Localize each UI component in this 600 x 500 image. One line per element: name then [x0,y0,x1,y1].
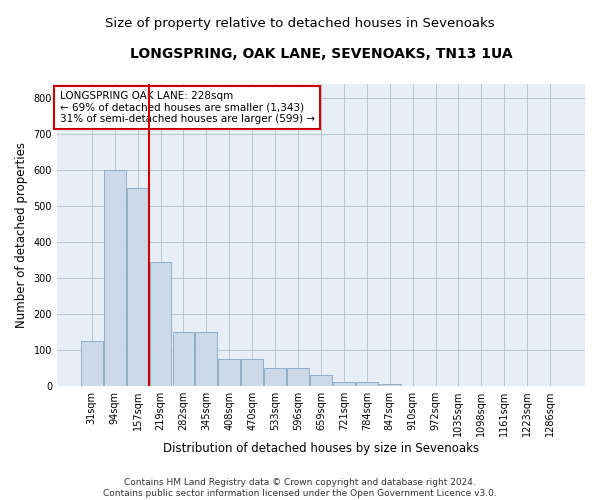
Bar [241,359,263,386]
Bar [218,359,240,386]
Bar [149,262,172,386]
Bar [173,332,194,386]
X-axis label: Distribution of detached houses by size in Sevenoaks: Distribution of detached houses by size … [163,442,479,455]
Bar [81,341,103,386]
Text: Contains HM Land Registry data © Crown copyright and database right 2024.
Contai: Contains HM Land Registry data © Crown c… [103,478,497,498]
Title: LONGSPRING, OAK LANE, SEVENOAKS, TN13 1UA: LONGSPRING, OAK LANE, SEVENOAKS, TN13 1U… [130,48,512,62]
Bar [264,368,286,386]
Bar [310,376,332,386]
Text: LONGSPRING OAK LANE: 228sqm
← 69% of detached houses are smaller (1,343)
31% of : LONGSPRING OAK LANE: 228sqm ← 69% of det… [59,91,314,124]
Text: Size of property relative to detached houses in Sevenoaks: Size of property relative to detached ho… [105,18,495,30]
Bar [196,332,217,386]
Y-axis label: Number of detached properties: Number of detached properties [15,142,28,328]
Bar [127,188,149,386]
Bar [356,382,377,386]
Bar [104,170,125,386]
Bar [333,382,355,386]
Bar [379,384,401,386]
Bar [287,368,309,386]
